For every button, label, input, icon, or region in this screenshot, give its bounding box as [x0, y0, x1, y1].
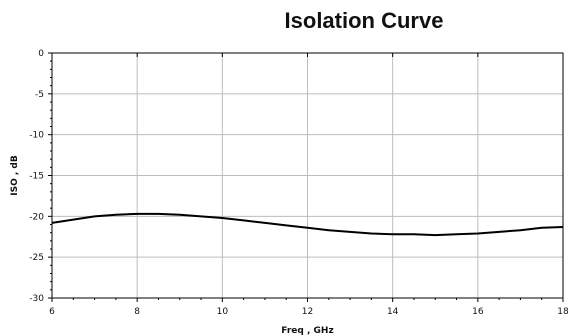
- y-axis-label: ISO , dB: [10, 155, 20, 196]
- y-tick-label: -20: [29, 212, 44, 222]
- axis-ticks: [48, 52, 564, 302]
- x-tick-label: 8: [134, 307, 140, 317]
- y-tick-label: -10: [29, 131, 44, 141]
- x-tick-label: 6: [49, 307, 55, 317]
- chart-title: Isolation Curve: [284, 8, 444, 33]
- x-tick-label: 12: [302, 307, 313, 317]
- x-axis-label: Freq , GHz: [281, 326, 333, 336]
- y-tick-label: -15: [29, 172, 44, 182]
- y-tick-labels: 0 -5 -10 -15 -20 -25 -30: [29, 49, 44, 304]
- x-tick-label: 14: [387, 307, 399, 317]
- grid: [52, 53, 563, 298]
- x-tick-label: 10: [217, 307, 229, 317]
- x-tick-label: 18: [557, 307, 569, 317]
- isolation-curve-line: [51, 212, 564, 237]
- y-tick-label: -30: [29, 294, 44, 304]
- x-tick-label: 16: [472, 307, 484, 317]
- y-tick-label: -5: [35, 90, 44, 100]
- y-tick-label: -25: [29, 253, 44, 263]
- y-tick-label: 0: [38, 49, 44, 59]
- x-tick-labels: 6 8 10 12 14 16 18: [49, 307, 569, 317]
